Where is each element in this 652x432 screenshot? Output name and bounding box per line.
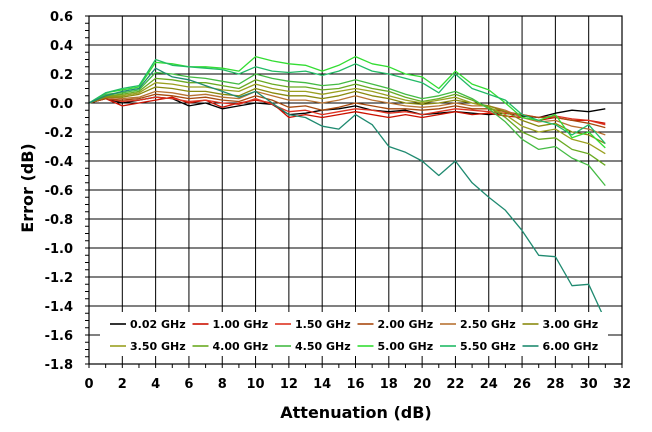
x-tick-label: 32: [613, 377, 631, 392]
series-line-4-50-ghz: [88, 71, 606, 187]
legend-item: 0.02 GHz: [110, 318, 186, 331]
series-line-4-00-ghz: [88, 77, 606, 166]
legend-item: 4.50 GHz: [275, 340, 351, 353]
y-tick-label: -0.2: [45, 126, 73, 141]
x-axis-title: Attenuation (dB): [280, 403, 431, 422]
x-tick-label: 30: [580, 377, 598, 392]
legend-label: 4.00 GHz: [213, 340, 269, 353]
legend-item: 3.50 GHz: [110, 340, 186, 353]
legend-label: 3.00 GHz: [543, 318, 599, 331]
series-line-1-00-ghz: [88, 96, 606, 124]
legend-item: 1.00 GHz: [192, 318, 269, 331]
x-tick-label: 0: [84, 377, 93, 392]
legend-item: 2.00 GHz: [357, 318, 434, 331]
x-tick-label: 28: [546, 377, 564, 392]
legend-label: 1.50 GHz: [295, 318, 351, 331]
legend: 0.02 GHz 1.00 GHz 1.50 GHz 2.00 GHz 2.50 GHz…: [100, 312, 608, 356]
legend-box: [100, 312, 608, 356]
axis-layer: 0 2 4 6 8 10 12 14 16 18 20 22 24 26 28 30 320.60.40.20.…: [45, 10, 631, 392]
x-tick-label: 22: [446, 377, 464, 392]
legend-label: 5.00 GHz: [378, 340, 434, 353]
plot-frame: [88, 15, 623, 365]
y-tick-label: -1.6: [45, 329, 73, 344]
series-line-2-50-ghz: [88, 90, 606, 136]
series-line-6-00-ghz: [88, 67, 606, 321]
x-tick-label: 26: [513, 377, 531, 392]
x-tick-label: 12: [280, 377, 298, 392]
y-tick-label: -0.4: [45, 155, 73, 170]
legend-item: 5.00 GHz: [357, 340, 434, 353]
legend-item: 5.50 GHz: [440, 340, 516, 353]
series-line-5-00-ghz: [88, 55, 606, 149]
y-tick-label: -1.2: [45, 271, 73, 286]
x-tick-label: 8: [218, 377, 227, 392]
x-tick-label: 4: [151, 377, 160, 392]
x-tick-label: 18: [380, 377, 398, 392]
y-tick-label: -0.8: [45, 213, 73, 228]
legend-label: 1.00 GHz: [213, 318, 269, 331]
x-tick-label: 24: [480, 377, 498, 392]
legend-item: 4.00 GHz: [192, 340, 269, 353]
legend-item: 3.00 GHz: [522, 318, 599, 331]
legend-label: 4.50 GHz: [295, 340, 351, 353]
legend-label: 3.50 GHz: [130, 340, 186, 353]
legend-label: 0.02 GHz: [130, 318, 186, 331]
legend-item: 6.00 GHz: [522, 340, 599, 353]
series-line-3-50-ghz: [88, 82, 606, 155]
series-line-3-00-ghz: [88, 86, 606, 145]
y-tick-label: -1.8: [45, 358, 73, 373]
y-tick-label: -0.6: [45, 184, 73, 199]
y-axis-title: Error (dB): [18, 143, 37, 232]
y-tick-label: 0.4: [50, 39, 73, 54]
y-tick-label: 0.6: [50, 10, 73, 25]
y-tick-label: 0.0: [50, 97, 73, 112]
x-tick-label: 20: [413, 377, 431, 392]
legend-label: 2.50 GHz: [460, 318, 516, 331]
x-tick-label: 6: [184, 377, 193, 392]
y-tick-label: -1.0: [45, 242, 73, 257]
series-layer: [88, 55, 606, 321]
legend-label: 2.00 GHz: [378, 318, 434, 331]
y-tick-label: 0.2: [50, 68, 73, 83]
legend-item: 1.50 GHz: [275, 318, 351, 331]
x-tick-label: 16: [346, 377, 364, 392]
series-line-2-00-ghz: [88, 93, 606, 129]
legend-label: 5.50 GHz: [460, 340, 516, 353]
legend-label: 6.00 GHz: [543, 340, 599, 353]
series-line-5-50-ghz: [88, 58, 606, 145]
x-tick-label: 10: [247, 377, 265, 392]
y-tick-label: -1.4: [45, 300, 73, 315]
legend-item: 2.50 GHz: [440, 318, 516, 331]
x-tick-label: 14: [313, 377, 331, 392]
x-tick-label: 2: [118, 377, 127, 392]
